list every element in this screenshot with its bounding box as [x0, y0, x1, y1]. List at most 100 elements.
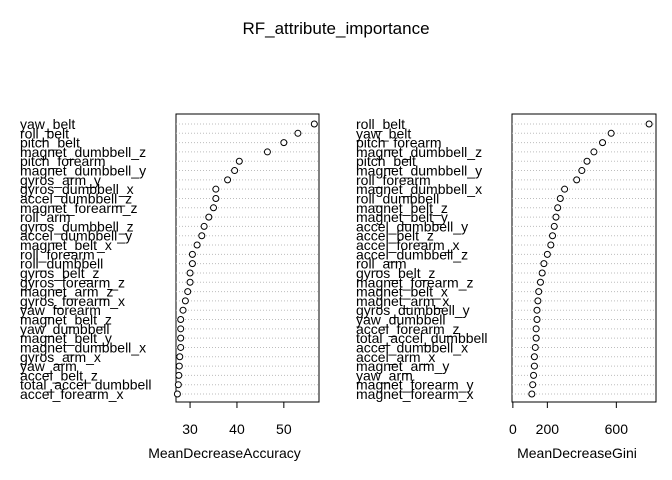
- data-point: [186, 269, 194, 277]
- variable-label: accel_belt_z: [20, 367, 98, 383]
- variable-label: pitch_forearm: [20, 153, 106, 169]
- data-point: [573, 176, 581, 184]
- variable-label: accel_dumbbell_y: [356, 218, 468, 234]
- variable-label: accel_dumbbell_y: [20, 228, 132, 244]
- variable-label: pitch_belt: [20, 135, 80, 151]
- data-point: [529, 381, 537, 389]
- data-point: [549, 232, 557, 240]
- data-point: [590, 148, 598, 156]
- variable-label: magnet_belt_z: [356, 200, 448, 216]
- x-tick-label: 40: [229, 421, 245, 437]
- data-point: [530, 353, 538, 361]
- variable-label: magnet_arm_y: [356, 358, 449, 374]
- data-point: [224, 176, 232, 184]
- data-point: [534, 297, 542, 305]
- data-point: [556, 194, 564, 202]
- data-point: [533, 306, 541, 314]
- variable-label: roll_arm: [356, 256, 407, 272]
- data-point: [607, 129, 615, 137]
- data-point: [198, 232, 206, 240]
- data-point: [550, 222, 558, 230]
- data-point: [210, 204, 218, 212]
- variable-label: pitch_belt: [356, 153, 416, 169]
- data-point: [578, 167, 586, 175]
- data-point: [177, 325, 185, 333]
- data-point: [280, 139, 288, 147]
- variable-label: accel_forearm_z: [356, 321, 460, 337]
- data-point: [531, 343, 539, 351]
- data-point: [645, 120, 653, 128]
- variable-label: magnet_arm_x: [356, 293, 449, 309]
- data-point: [310, 120, 318, 128]
- variable-label: yaw_arm: [356, 367, 413, 383]
- data-point: [181, 297, 189, 305]
- variable-label: total_accel_dumbbell: [356, 330, 488, 346]
- variable-label: roll_arm: [20, 209, 71, 225]
- data-point: [177, 334, 185, 342]
- x-tick-label: 30: [182, 421, 198, 437]
- variable-label: yaw_dumbbell: [20, 321, 110, 337]
- variable-label: accel_arm_x: [356, 349, 435, 365]
- variable-label: magnet_belt_x: [356, 284, 448, 300]
- variable-label: roll_dumbbell: [20, 256, 103, 272]
- data-point: [205, 213, 213, 221]
- variable-label: yaw_belt: [20, 116, 75, 132]
- data-point: [235, 157, 243, 165]
- data-point: [554, 204, 562, 212]
- variable-label: magnet_dumbbell_x: [356, 181, 482, 197]
- variable-label: magnet_belt_z: [20, 312, 112, 328]
- variable-label: accel_forearm_x: [20, 386, 124, 402]
- variable-label: magnet_forearm_z: [20, 200, 138, 216]
- data-point: [530, 362, 538, 370]
- variable-label: gyros_belt_z: [20, 265, 99, 281]
- variable-label: accel_dumbbell_z: [20, 190, 132, 206]
- variable-label: yaw_belt: [356, 125, 411, 141]
- data-point: [177, 316, 185, 324]
- x-tick-label: 200: [536, 421, 560, 437]
- variable-label: roll_forearm: [356, 172, 431, 188]
- variable-label: roll_dumbbell: [356, 190, 439, 206]
- variable-label: magnet_belt_x: [20, 237, 112, 253]
- variable-label: gyros_forearm_z: [20, 274, 125, 290]
- data-point: [175, 371, 183, 379]
- variable-label: yaw_arm: [20, 358, 77, 374]
- variable-label: gyros_dumbbell_y: [356, 302, 470, 318]
- data-point: [552, 213, 560, 221]
- data-point: [543, 250, 551, 258]
- variable-label: magnet_dumbbell_z: [356, 144, 482, 160]
- variable-label: total_accel_dumbbell: [20, 377, 152, 393]
- variable-label: magnet_belt_y: [20, 330, 112, 346]
- variable-label: magnet_dumbbell_x: [20, 339, 146, 355]
- data-point: [200, 222, 208, 230]
- x-tick-label: 600: [605, 421, 629, 437]
- data-point: [599, 139, 607, 147]
- variable-label: gyros_belt_z: [356, 265, 435, 281]
- data-point: [184, 288, 192, 296]
- data-point: [174, 381, 182, 389]
- variable-label: gyros_arm_x: [20, 349, 101, 365]
- variable-label: magnet_belt_y: [356, 209, 448, 225]
- data-point: [538, 269, 546, 277]
- data-point: [188, 260, 196, 268]
- variable-label: yaw_dumbbell: [356, 312, 446, 328]
- x-axis-label: MeanDecreaseAccuracy: [148, 445, 301, 461]
- data-point: [186, 278, 194, 286]
- data-point: [547, 241, 555, 249]
- variable-label: roll_forearm: [20, 246, 95, 262]
- data-point: [193, 241, 201, 249]
- variable-label: gyros_forearm_x: [20, 293, 125, 309]
- panel-2: roll_beltyaw_beltpitch_forearmmagnet_dum…: [356, 113, 657, 461]
- data-point: [188, 250, 196, 258]
- x-tick-label: 50: [276, 421, 292, 437]
- data-point: [536, 278, 544, 286]
- chart-title: RF_attribute_importance: [242, 19, 429, 38]
- plot-box: [175, 113, 320, 403]
- variable-label: roll_belt: [356, 116, 405, 132]
- data-point: [179, 306, 187, 314]
- variable-label: magnet_arm_z: [20, 284, 113, 300]
- data-point: [532, 334, 540, 342]
- variable-label: gyros_dumbbell_z: [20, 218, 134, 234]
- data-point: [528, 390, 536, 398]
- variable-label: magnet_forearm_x: [356, 386, 474, 402]
